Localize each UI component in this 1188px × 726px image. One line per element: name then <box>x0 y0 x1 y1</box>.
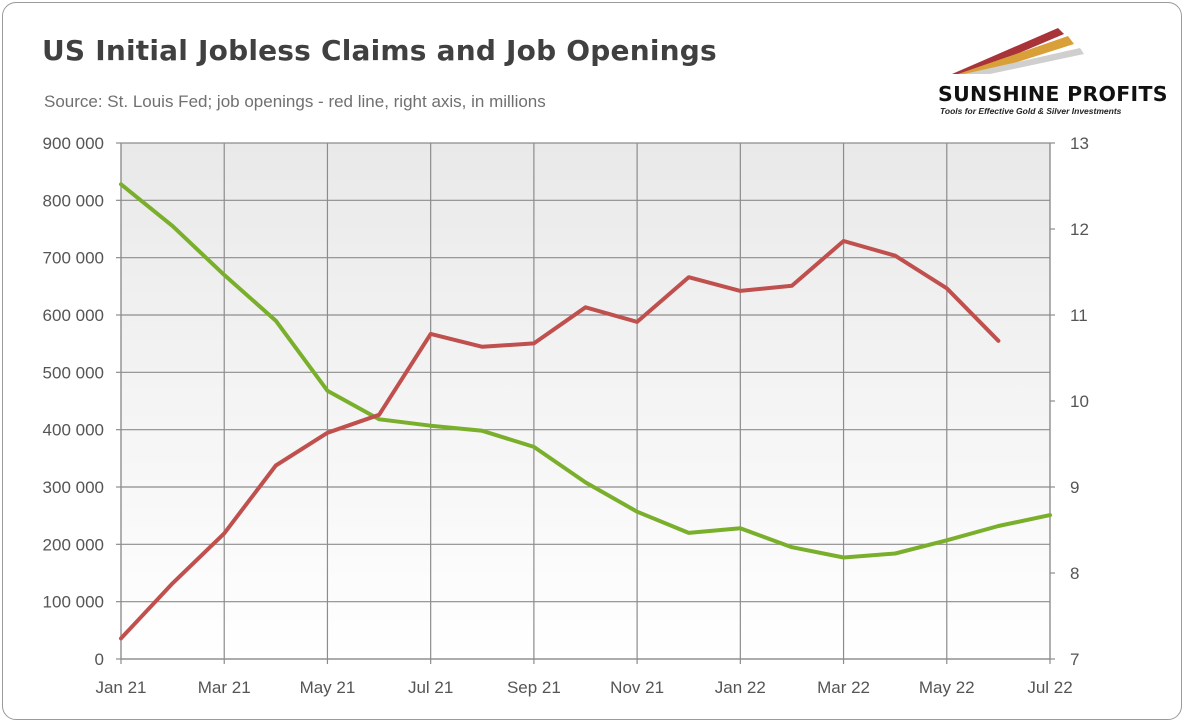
x-tick-label: May 22 <box>919 678 975 697</box>
left-axis: 0 100 000 200 000 300 000 400 000 500 000 600 … <box>43 134 121 669</box>
left-tick-label: 700 000 <box>43 249 104 268</box>
left-tick-label: 300 000 <box>43 478 104 497</box>
x-tick-label: May 21 <box>300 678 356 697</box>
x-tick-label: Sep 21 <box>507 678 561 697</box>
left-tick-label: 400 000 <box>43 421 104 440</box>
chart-title: US Initial Jobless Claims and Job Openin… <box>42 34 717 67</box>
left-tick-label: 200 000 <box>43 535 104 554</box>
left-tick-label: 800 000 <box>43 191 104 210</box>
sunshine-profits-logo: SUNSHINE PROFITS Tools for Effective Gol… <box>930 20 1170 120</box>
x-tick-label: Jul 21 <box>408 678 453 697</box>
left-tick-label: 900 000 <box>43 134 104 153</box>
x-tick-label: Mar 21 <box>198 678 251 697</box>
job-openings-line <box>119 239 1001 641</box>
jobless-claims-line <box>119 182 1052 560</box>
x-tick-label: Mar 22 <box>817 678 870 697</box>
x-tick-label: Jan 21 <box>95 678 146 697</box>
left-tick-label: 0 <box>95 650 104 669</box>
right-tick-label: 11 <box>1070 306 1088 325</box>
left-tick-label: 600 000 <box>43 306 104 325</box>
right-tick-label: 12 <box>1070 220 1089 239</box>
x-tick-label: Jan 22 <box>715 678 766 697</box>
left-tick-label: 500 000 <box>43 363 104 382</box>
plot-area <box>121 143 1050 659</box>
right-tick-label: 8 <box>1070 564 1079 583</box>
logo-name: SUNSHINE PROFITS <box>938 82 1168 106</box>
logo-swoosh-icon <box>952 28 1084 74</box>
right-axis: 7 8 9 10 11 12 13 <box>1050 134 1089 669</box>
grid <box>120 142 1051 660</box>
series-group <box>119 182 1052 641</box>
chart-subtitle: Source: St. Louis Fed; job openings - re… <box>44 92 546 111</box>
x-axis: Jan 21 Mar 21 May 21 Jul 21 Sep 21 Nov 21 Jan … <box>95 659 1073 697</box>
x-tick-label: Jul 22 <box>1027 678 1072 697</box>
right-tick-label: 10 <box>1070 392 1089 411</box>
left-tick-label: 100 000 <box>43 593 104 612</box>
x-tick-label: Nov 21 <box>610 678 664 697</box>
logo-tagline: Tools for Effective Gold & Silver Invest… <box>940 106 1122 116</box>
right-tick-label: 13 <box>1070 134 1089 153</box>
right-tick-label: 9 <box>1070 478 1079 497</box>
right-tick-label: 7 <box>1070 650 1079 669</box>
